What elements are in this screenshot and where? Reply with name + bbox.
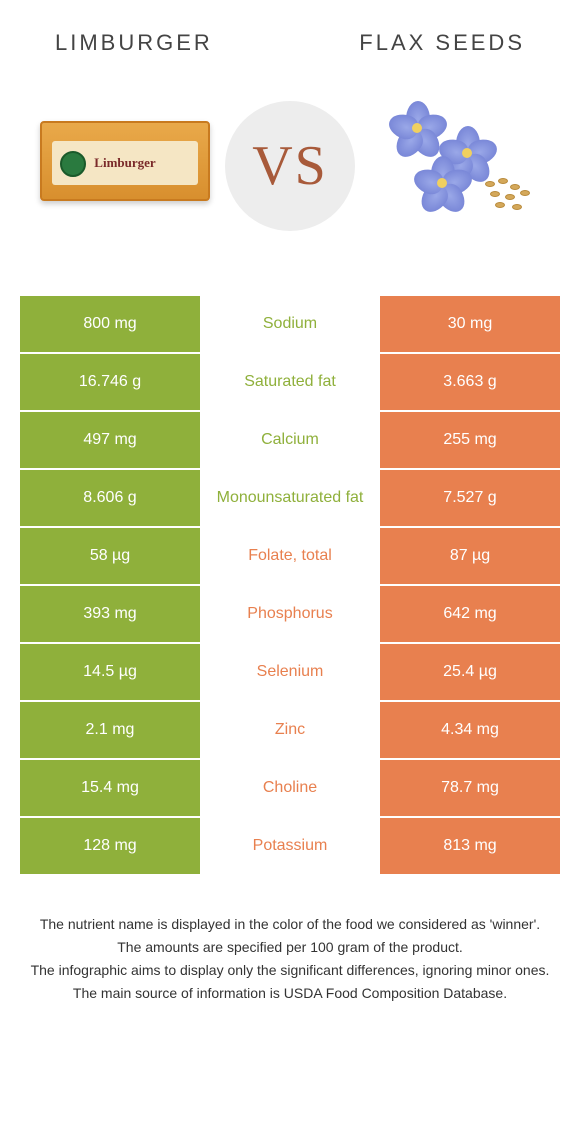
right-food-image	[350, 86, 560, 236]
right-value: 3.663 g	[380, 354, 560, 410]
left-value: 8.606 g	[20, 470, 200, 526]
footer-line: The main source of information is USDA F…	[30, 983, 550, 1004]
right-value: 78.7 mg	[380, 760, 560, 816]
hero-section: Limburger VS	[20, 76, 560, 256]
nutrient-label: Potassium	[200, 818, 380, 874]
table-row: 14.5 µgSelenium25.4 µg	[20, 644, 560, 700]
footer-line: The infographic aims to display only the…	[30, 960, 550, 981]
nutrient-label: Sodium	[200, 296, 380, 352]
left-food-title: LIMBURGER	[55, 30, 213, 56]
footer-line: The amounts are specified per 100 gram o…	[30, 937, 550, 958]
right-value: 30 mg	[380, 296, 560, 352]
right-food-title: FLAX SEEDS	[359, 30, 525, 56]
nutrient-label: Calcium	[200, 412, 380, 468]
right-value: 4.34 mg	[380, 702, 560, 758]
nutrient-label: Selenium	[200, 644, 380, 700]
table-row: 2.1 mgZinc4.34 mg	[20, 702, 560, 758]
table-row: 16.746 gSaturated fat3.663 g	[20, 354, 560, 410]
vs-badge: VS	[225, 101, 355, 231]
table-row: 15.4 mgCholine78.7 mg	[20, 760, 560, 816]
left-value: 58 µg	[20, 528, 200, 584]
nutrient-label: Saturated fat	[200, 354, 380, 410]
left-value: 14.5 µg	[20, 644, 200, 700]
table-row: 800 mgSodium30 mg	[20, 296, 560, 352]
right-value: 813 mg	[380, 818, 560, 874]
footer-line: The nutrient name is displayed in the co…	[30, 914, 550, 935]
left-value: 16.746 g	[20, 354, 200, 410]
header: LIMBURGER FLAX SEEDS	[0, 0, 580, 76]
left-value: 497 mg	[20, 412, 200, 468]
right-value: 642 mg	[380, 586, 560, 642]
nutrient-label: Choline	[200, 760, 380, 816]
nutrient-table: 800 mgSodium30 mg16.746 gSaturated fat3.…	[20, 296, 560, 874]
footer-notes: The nutrient name is displayed in the co…	[30, 914, 550, 1004]
table-row: 58 µgFolate, total87 µg	[20, 528, 560, 584]
table-row: 128 mgPotassium813 mg	[20, 818, 560, 874]
right-value: 25.4 µg	[380, 644, 560, 700]
left-value: 393 mg	[20, 586, 200, 642]
left-food-image: Limburger	[20, 86, 230, 236]
nutrient-label: Zinc	[200, 702, 380, 758]
cheese-icon: Limburger	[40, 121, 210, 201]
table-row: 497 mgCalcium255 mg	[20, 412, 560, 468]
left-value: 128 mg	[20, 818, 200, 874]
nutrient-label: Folate, total	[200, 528, 380, 584]
left-value: 15.4 mg	[20, 760, 200, 816]
left-value: 800 mg	[20, 296, 200, 352]
nutrient-label: Phosphorus	[200, 586, 380, 642]
right-value: 7.527 g	[380, 470, 560, 526]
table-row: 393 mgPhosphorus642 mg	[20, 586, 560, 642]
cheese-brand-label: Limburger	[94, 155, 155, 171]
flax-icon	[370, 96, 540, 226]
left-value: 2.1 mg	[20, 702, 200, 758]
nutrient-label: Monounsaturated fat	[200, 470, 380, 526]
right-value: 87 µg	[380, 528, 560, 584]
table-row: 8.606 gMonounsaturated fat7.527 g	[20, 470, 560, 526]
right-value: 255 mg	[380, 412, 560, 468]
